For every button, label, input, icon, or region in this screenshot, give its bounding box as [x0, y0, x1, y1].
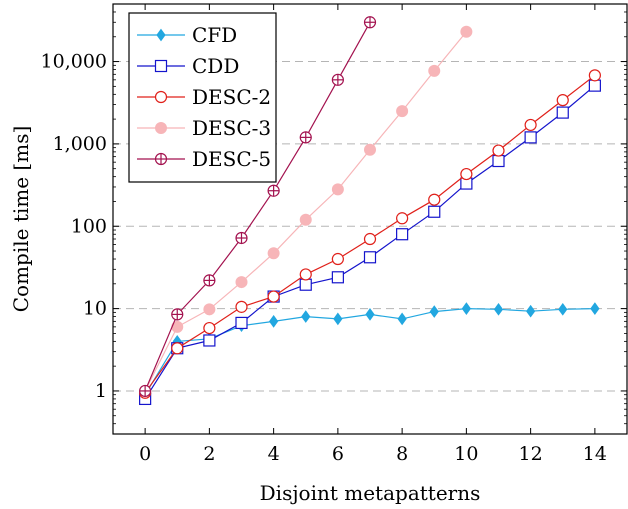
data-point [428, 193, 441, 206]
x-axis-title: Disjoint metapatterns [260, 481, 481, 505]
x-tick-label: 8 [396, 443, 408, 465]
data-point [171, 342, 184, 355]
data-point [154, 59, 168, 73]
data-point [299, 213, 312, 226]
data-point [558, 302, 568, 316]
legend: CFD CDD DESC-2 DESC-3 DESC-5 [128, 12, 277, 183]
y-tick-label: 1,000 [53, 133, 107, 155]
series-desc-3 [139, 25, 473, 397]
x-tick-label: 4 [268, 443, 280, 465]
data-point [461, 302, 471, 315]
legend-item: DESC-5 [137, 147, 271, 171]
data-point [203, 321, 216, 335]
legend-item: CFD [137, 23, 237, 47]
x-tick-label: 14 [583, 443, 607, 465]
data-point [235, 276, 248, 289]
data-point [154, 90, 168, 104]
data-point [331, 252, 344, 266]
data-point [365, 308, 375, 321]
data-point [269, 315, 279, 328]
legend-item: CDD [137, 54, 239, 78]
data-point [556, 106, 569, 119]
data-point [588, 69, 601, 82]
data-point [333, 312, 343, 326]
data-point [139, 384, 152, 398]
data-point [156, 28, 166, 42]
legend-label: DESC-3 [192, 116, 271, 140]
y-tick-label: 10,000 [41, 51, 107, 73]
legend-item: DESC-3 [137, 116, 271, 140]
data-point [267, 290, 280, 303]
data-point [267, 184, 280, 197]
plot-frame [112, 3, 628, 435]
data-point [428, 64, 441, 77]
legend-item: DESC-2 [137, 85, 271, 109]
data-point [428, 205, 441, 218]
y-tick-label: 10 [83, 298, 107, 320]
legend-label: CFD [192, 23, 237, 47]
data-point [493, 302, 504, 316]
x-tick-label: 2 [203, 443, 215, 465]
legend-label: DESC-5 [192, 147, 271, 171]
data-point [203, 334, 216, 347]
y-tick-label: 100 [71, 215, 107, 237]
data-point [299, 278, 312, 291]
data-point [331, 73, 344, 86]
data-point [460, 167, 473, 181]
data-point [363, 251, 377, 264]
legend-label: CDD [192, 54, 239, 78]
data-point [267, 247, 280, 260]
data-point [363, 232, 377, 246]
data-point [301, 310, 311, 323]
y-tick-label: 1 [95, 380, 107, 402]
data-point [492, 144, 505, 157]
data-point [154, 152, 168, 166]
data-point [524, 118, 537, 132]
data-point [331, 271, 344, 284]
data-point [299, 131, 312, 144]
data-point [331, 183, 344, 196]
y-axis-title: Compile time [ms] [9, 126, 33, 313]
data-point [299, 268, 312, 281]
data-point [524, 131, 537, 144]
axes: 1 10 100 1,000 10,000 0 2 4 6 8 10 12 14 [41, 3, 627, 465]
data-point [235, 231, 248, 245]
data-point [588, 79, 601, 92]
data-point [526, 304, 536, 318]
data-point [235, 316, 248, 330]
data-point [460, 25, 473, 38]
data-point [397, 312, 407, 326]
series-line [144, 22, 371, 392]
data-point [396, 212, 409, 225]
data-point [429, 305, 439, 318]
x-tick-label: 6 [332, 443, 344, 465]
data-point [364, 143, 376, 156]
data-point [396, 105, 409, 118]
data-point [492, 154, 505, 168]
data-point [590, 302, 600, 315]
data-point [556, 94, 569, 107]
data-point [171, 308, 184, 321]
x-tick-label: 0 [139, 443, 151, 465]
series-layer [139, 16, 601, 406]
data-point [363, 16, 377, 29]
data-point [155, 122, 167, 134]
data-point [203, 274, 216, 287]
x-tick-label: 10 [454, 443, 478, 465]
data-point [396, 228, 409, 241]
x-tick-label: 12 [519, 443, 543, 465]
series-desc-5 [139, 16, 377, 398]
legend-label: DESC-2 [192, 85, 271, 109]
data-point [203, 303, 216, 316]
data-point [235, 300, 248, 313]
